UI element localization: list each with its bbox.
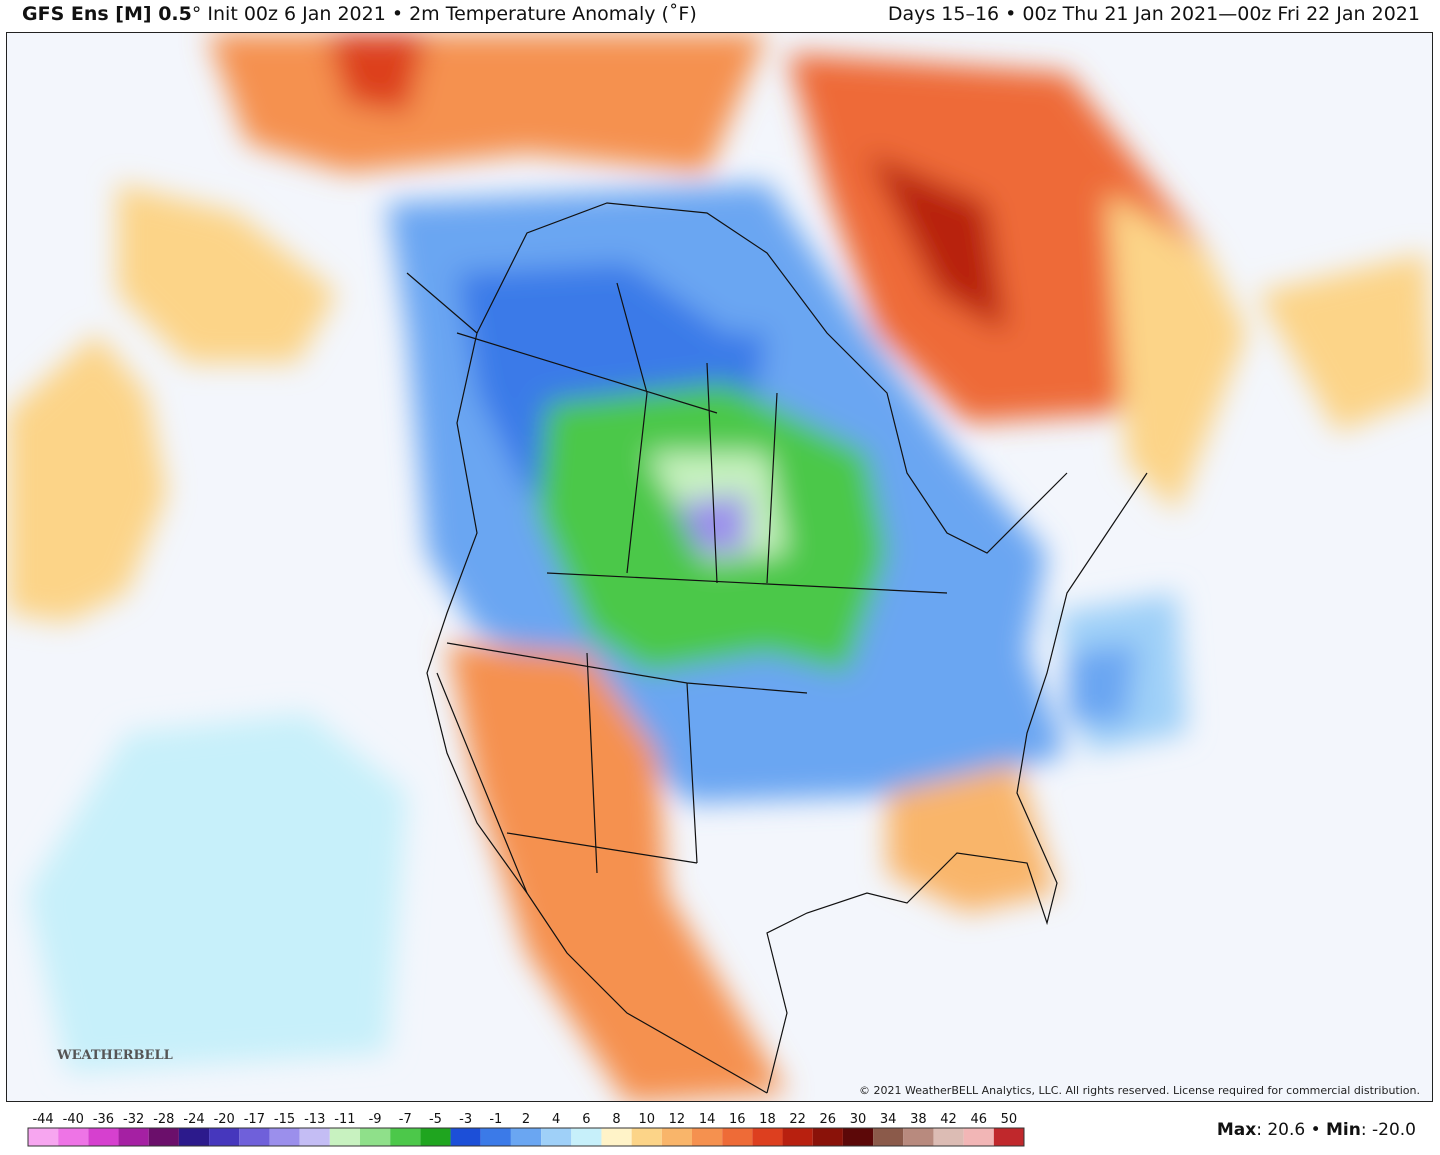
max-value: : 20.6: [1256, 1120, 1306, 1140]
colorbar-frame: [27, 1127, 1025, 1147]
color-swatch: [118, 1128, 149, 1146]
color-swatch: [360, 1128, 391, 1146]
color-swatch: [148, 1128, 179, 1146]
color-swatch: [450, 1128, 481, 1146]
level-label: -36: [93, 1112, 114, 1127]
map-canvas: [7, 33, 1432, 1101]
model-name: GFS Ens [M] 0.5: [22, 3, 192, 25]
level-label: 30: [850, 1112, 867, 1127]
color-swatch: [963, 1128, 994, 1146]
level-label: -17: [244, 1112, 265, 1127]
level-label: -44: [32, 1112, 53, 1127]
level-label: 50: [1001, 1112, 1018, 1127]
level-label: 42: [940, 1112, 957, 1127]
level-label: -24: [183, 1112, 204, 1127]
color-swatch: [692, 1128, 723, 1146]
level-label: 12: [669, 1112, 686, 1127]
color-swatch: [209, 1128, 240, 1146]
level-label: 34: [880, 1112, 897, 1127]
color-swatch: [58, 1128, 89, 1146]
level-label: -9: [369, 1112, 382, 1127]
anomaly-field: [7, 33, 1432, 1101]
color-swatch: [601, 1128, 632, 1146]
max-label: Max: [1216, 1120, 1257, 1140]
color-swatch: [993, 1128, 1024, 1146]
color-swatch: [299, 1128, 330, 1146]
level-label: -3: [459, 1112, 472, 1127]
min-label: Min: [1326, 1120, 1361, 1140]
color-swatch: [420, 1128, 451, 1146]
level-label: 16: [729, 1112, 746, 1127]
level-label: 10: [638, 1112, 655, 1127]
color-swatch: [812, 1128, 843, 1146]
level-label: 38: [910, 1112, 927, 1127]
color-swatch: [873, 1128, 904, 1146]
separator: •: [1305, 1120, 1327, 1140]
color-swatch: [541, 1128, 572, 1146]
level-label: -7: [399, 1112, 412, 1127]
color-swatch: [661, 1128, 692, 1146]
color-swatch: [178, 1128, 210, 1146]
color-swatch: [903, 1128, 934, 1146]
min-value: : -20.0: [1360, 1120, 1416, 1140]
level-label: 8: [612, 1112, 620, 1127]
level-label: 2: [522, 1112, 530, 1127]
level-label: -40: [63, 1112, 84, 1127]
borders: [406, 202, 1148, 1094]
color-swatch: [510, 1128, 542, 1146]
color-swatch: [842, 1128, 874, 1146]
valid-time: Days 15–16 • 00z Thu 21 Jan 2021—00z Fri…: [887, 3, 1420, 25]
level-label: 18: [759, 1112, 776, 1127]
stats: Max: 20.6 • Min: -20.0: [1217, 1120, 1416, 1140]
level-label: -28: [153, 1112, 174, 1127]
level-label: -32: [123, 1112, 144, 1127]
description: ° Init 00z 6 Jan 2021 • 2m Temperature A…: [191, 3, 697, 25]
level-label: 26: [820, 1112, 837, 1127]
color-swatch: [88, 1128, 119, 1146]
color-swatch: [752, 1128, 783, 1146]
color-swatch: [722, 1128, 753, 1146]
level-label: -13: [304, 1112, 325, 1127]
level-label: 22: [789, 1112, 806, 1127]
level-label: -11: [334, 1112, 355, 1127]
color-swatch: [269, 1128, 300, 1146]
color-swatch: [631, 1128, 662, 1146]
level-label: -5: [429, 1112, 442, 1127]
level-label: -1: [489, 1112, 502, 1127]
color-swatch: [390, 1128, 421, 1146]
colorbar: -44 -40 -36 -32 -28 -24 -20 -17 -15 -13 -11 -9 -7 -5-…: [27, 1112, 1025, 1147]
color-swatch: [28, 1128, 59, 1146]
level-label: 4: [552, 1112, 560, 1127]
color-swatch: [782, 1128, 813, 1146]
title: GFS Ens [M] 0.5° Init 00z 6 Jan 2021 • 2…: [22, 3, 697, 25]
color-swatch: [571, 1128, 602, 1146]
logo: WEATHERBELL: [57, 1048, 173, 1063]
level-label: 6: [582, 1112, 590, 1127]
map: WEATHERBELL © 2021 WeatherBELL Analytics…: [6, 32, 1433, 1102]
color-swatch: [329, 1128, 360, 1146]
level-label: -15: [274, 1112, 295, 1127]
color-swatch: [933, 1128, 964, 1146]
color-swatch: [480, 1128, 511, 1146]
copyright: © 2021 WeatherBELL Analytics, LLC. All r…: [859, 1084, 1420, 1097]
level-label: -20: [214, 1112, 235, 1127]
color-swatch: [239, 1128, 270, 1146]
level-label: 14: [699, 1112, 716, 1127]
level-label: 46: [970, 1112, 987, 1127]
